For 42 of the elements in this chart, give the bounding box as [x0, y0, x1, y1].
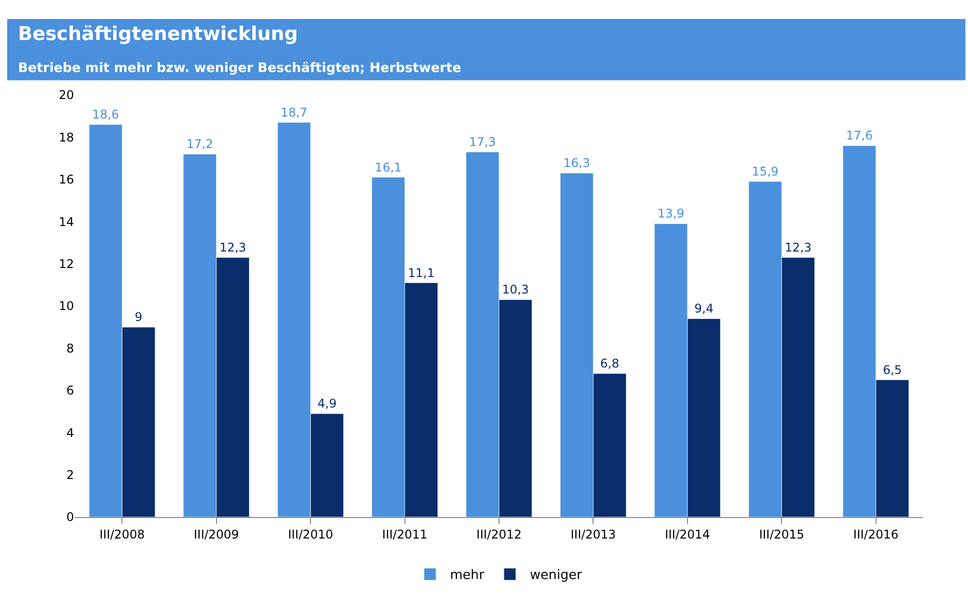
- data-label: 17,6: [846, 128, 873, 143]
- data-label: 13,9: [658, 206, 684, 221]
- y-tick-label: 4: [66, 426, 74, 440]
- data-label: 15,9: [752, 164, 779, 179]
- y-tick-label: 16: [58, 172, 74, 187]
- y-tick-label: 10: [58, 299, 74, 314]
- data-label: 11,1: [408, 266, 435, 280]
- legend-label: mehr: [450, 568, 485, 584]
- data-label: 6,8: [600, 356, 620, 371]
- y-tick-label: 6: [66, 384, 74, 398]
- data-label: 16,3: [563, 156, 590, 170]
- y-tick-label: 14: [58, 214, 74, 229]
- y-tick-label: 0: [66, 510, 74, 524]
- x-tick-label: III/2013: [570, 527, 616, 542]
- data-label: 9,4: [694, 302, 714, 316]
- x-tick-label: III/2011: [382, 527, 428, 542]
- x-tick-label: III/2010: [288, 527, 334, 542]
- x-tick-label: III/2014: [664, 527, 710, 542]
- x-tick-label: III/2008: [100, 527, 145, 542]
- data-label: 18,7: [280, 105, 308, 120]
- data-label: 16,1: [374, 160, 402, 174]
- data-label: 10,3: [502, 282, 529, 297]
- legend-label: weniger: [530, 568, 583, 584]
- x-tick-label: III/2015: [759, 527, 804, 542]
- y-tick-label: 20: [58, 88, 74, 102]
- y-tick-label: 8: [66, 341, 74, 356]
- data-label: 9: [134, 310, 142, 324]
- data-label: 6,5: [882, 362, 902, 377]
- y-tick-label: 12: [58, 257, 74, 271]
- x-tick-label: III/2012: [476, 527, 522, 542]
- chart-title: Beschäftigtenentwicklung: [18, 23, 298, 45]
- y-tick-label: 2: [66, 468, 74, 482]
- chart-subtitle: Betriebe mit mehr bzw. weniger Beschäftigten; Herbstwerte: [18, 61, 462, 76]
- x-tick-label: III/2016: [853, 527, 898, 542]
- data-label: 17,2: [186, 137, 214, 152]
- data-label: 4,9: [318, 396, 337, 411]
- x-tick-label: III/2009: [194, 527, 239, 542]
- y-tick-label: 18: [58, 130, 74, 144]
- data-label: 18,6: [92, 108, 119, 122]
- data-label: 12,3: [784, 240, 812, 254]
- data-label: 17,3: [469, 134, 496, 149]
- data-label: 12,3: [219, 240, 246, 254]
